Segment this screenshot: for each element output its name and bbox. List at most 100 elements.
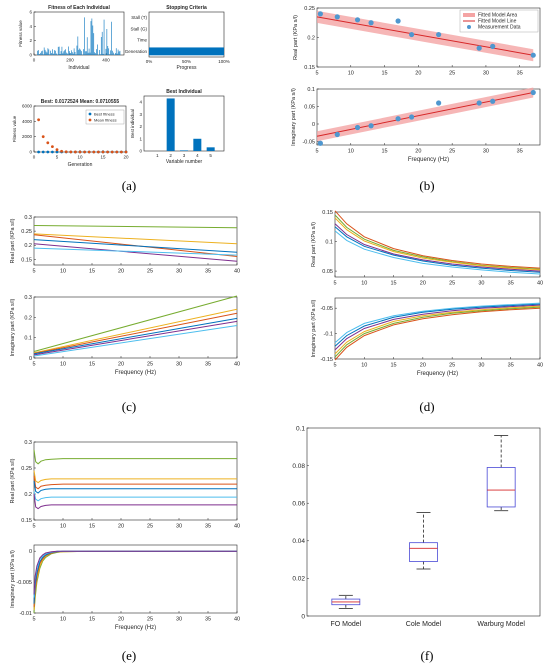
plot-area	[33, 441, 238, 521]
x-axis-label: Variable number	[166, 159, 203, 165]
mean-fitness-point	[37, 118, 40, 122]
x-axis-label: Progress	[176, 65, 197, 71]
series-line-5	[33, 493, 237, 510]
x-tick-label: 4	[196, 153, 199, 158]
y-tick-label: 4	[29, 24, 32, 29]
y-tick-label: 0.1	[307, 87, 315, 93]
y-tick-label: -0.01	[19, 611, 32, 617]
x-tick-label: 5	[32, 362, 35, 368]
best-fitness-point	[37, 150, 40, 154]
y-tick-label: 0.25	[21, 229, 32, 235]
x-tick-label: 10	[60, 524, 66, 530]
y-tick-label: 2	[29, 38, 32, 43]
y-tick-label: 0.1	[296, 425, 305, 432]
y-tick-label: 0.3	[24, 295, 32, 301]
y-tick-label: 0.2	[24, 243, 32, 249]
x-tick-label: 15	[89, 269, 95, 275]
measurement-point	[476, 100, 482, 106]
x-tick-label: 30	[478, 363, 484, 369]
y-tick-label: 1	[139, 136, 142, 141]
best-fitness-point	[55, 150, 59, 154]
panel-label-b: (b)	[419, 178, 434, 193]
best-fitness-point	[41, 150, 45, 154]
series-line-0	[334, 210, 541, 269]
x-tick-label: 20	[123, 155, 129, 160]
bar	[193, 138, 202, 151]
progress-bar	[149, 47, 224, 56]
mean-fitness-point	[55, 148, 59, 152]
series-line-4	[334, 306, 541, 358]
x-tick-label: 30	[176, 617, 182, 623]
x-tick-label: 0%	[146, 59, 153, 64]
x-tick-label: 10	[361, 363, 367, 369]
chart-title: Best Individual	[166, 89, 202, 95]
y-tick-label: 0	[29, 549, 32, 555]
series-line-2	[33, 312, 238, 354]
y-tick-label: 0.3	[24, 440, 32, 446]
fitted-model-line	[316, 92, 534, 137]
panel-label-a: (a)	[122, 178, 136, 193]
x-tick-label: 15	[100, 155, 106, 160]
bar	[180, 150, 188, 151]
x-tick-label: 15	[382, 71, 388, 77]
y-tick-label: 0.2	[24, 492, 32, 498]
series-line-3	[33, 317, 238, 355]
legend-box	[459, 9, 539, 33]
series-line-1	[33, 308, 238, 354]
series-line-0	[33, 225, 238, 229]
x-tick-label: 10	[60, 269, 66, 275]
mean-fitness-point	[60, 149, 63, 153]
y-tick-label: -0.1	[324, 332, 333, 338]
category-label: Stall (T)	[131, 15, 147, 20]
chart-9: 5 10 15 20 25 30 35 40 -0.15 -0.1 -0.05 Frequency (…	[311, 297, 543, 377]
best-fitness-point	[51, 150, 54, 154]
series-line-1	[33, 470, 237, 484]
x-tick-label: 3	[183, 153, 186, 158]
x-tick-label: 15	[89, 617, 95, 623]
x-tick-label: 15	[89, 524, 95, 530]
best-fitness-point	[46, 150, 50, 154]
x-tick-label: 35	[517, 149, 523, 155]
y-tick-label: 0.05	[322, 269, 333, 275]
legend-label: Best fitness	[94, 112, 115, 117]
y-tick-label: 3	[139, 112, 142, 117]
series-line-4	[334, 226, 541, 273]
chart-title: Best: 0.0172524 Mean: 0.0710555	[41, 99, 120, 105]
series-line-5	[33, 550, 237, 595]
y-axis-label: Real part (KPa s/l)	[10, 218, 16, 263]
x-tick-label: 200	[66, 58, 74, 63]
x-tick-label: 15	[89, 362, 95, 368]
mean-fitness-point	[97, 150, 100, 154]
x-tick-label: 40	[234, 269, 240, 275]
series-line-2	[334, 217, 541, 271]
x-tick-label: 35	[205, 617, 211, 623]
x-tick-label: 10	[361, 281, 367, 287]
series-line-1	[334, 214, 541, 270]
x-tick-label: 40	[234, 362, 240, 368]
series-line-2	[334, 304, 541, 351]
y-tick-label: 6	[29, 10, 32, 15]
x-tick-label: 5	[333, 363, 336, 369]
y-tick-label: 4000	[22, 119, 33, 124]
y-tick-label: 0.06	[292, 500, 305, 507]
y-tick-label: -0.05	[302, 139, 315, 145]
panel-label-f: (f)	[421, 648, 434, 663]
y-axis-label: Real part (KPa s/l)	[10, 458, 16, 503]
mean-fitness-point	[83, 150, 86, 154]
series-line-5	[334, 230, 541, 275]
series-line-2	[33, 475, 237, 490]
measurement-point	[490, 43, 496, 49]
y-tick-label: 0.3	[24, 215, 32, 221]
x-tick-label: 35	[517, 71, 523, 77]
chart-5: 5 10 15 20 25 30 35 -0.05 0 0.05 0.1 Frequency (Hz)…	[291, 87, 541, 163]
measurement-point	[334, 14, 340, 20]
x-tick-label: 30	[483, 71, 489, 77]
box	[409, 542, 438, 562]
x-axis-label: Individual	[68, 65, 89, 71]
chart-12: 0 0.02 0.04 0.06 0.08 0.1 FO Model Cole Model Wa…	[292, 425, 541, 628]
y-axis-label: Fitness value	[12, 115, 17, 142]
mean-fitness-point	[101, 150, 105, 154]
x-tick-label: 50%	[182, 59, 191, 64]
